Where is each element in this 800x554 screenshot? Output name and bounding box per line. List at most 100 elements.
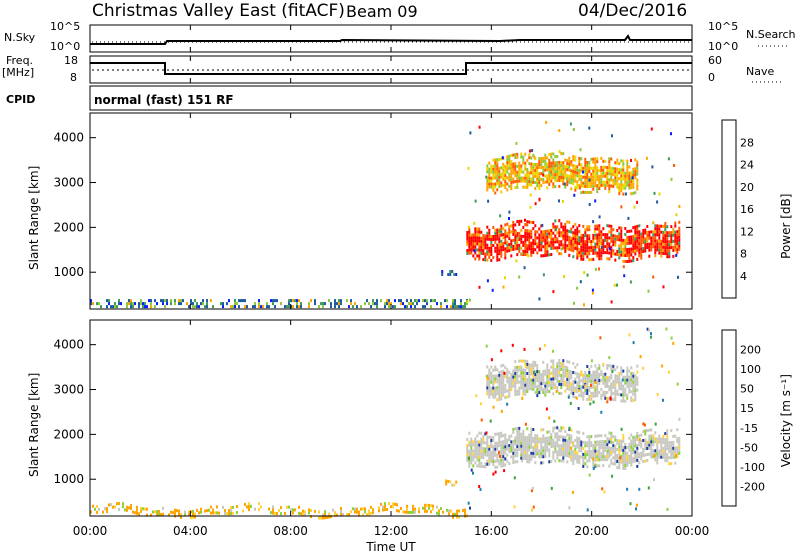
- cell: [232, 505, 234, 509]
- cell: [514, 375, 517, 379]
- cell: [620, 168, 623, 172]
- cell: [588, 459, 591, 463]
- cell: [648, 437, 651, 441]
- cell: [562, 182, 565, 186]
- cell: [500, 251, 503, 255]
- cell: [636, 503, 638, 507]
- cell: [212, 305, 214, 309]
- cell: [528, 460, 531, 464]
- cell: [624, 251, 627, 254]
- cell: [536, 364, 539, 368]
- cell: [482, 438, 485, 442]
- cell: [678, 204, 681, 208]
- cell: [534, 230, 537, 234]
- cell: [320, 516, 322, 520]
- velocity-ylabel: Slant Range [km]: [27, 373, 41, 477]
- cell: [388, 305, 390, 309]
- cell: [504, 445, 507, 449]
- y-tick-label: 4000: [53, 338, 84, 352]
- cell: [516, 173, 519, 177]
- cell: [524, 173, 527, 177]
- cell: [112, 305, 114, 309]
- cell: [576, 253, 579, 257]
- cell: [472, 254, 475, 258]
- cell: [479, 488, 482, 491]
- cell: [594, 166, 597, 170]
- cell: [486, 246, 489, 250]
- cell: [542, 239, 545, 243]
- cell: [206, 299, 208, 303]
- cell: [614, 176, 617, 180]
- cell: [596, 166, 599, 170]
- cell: [640, 247, 643, 251]
- cell: [568, 220, 571, 224]
- cell: [572, 170, 575, 173]
- cell: [630, 384, 633, 388]
- cell: [574, 380, 577, 384]
- cell: [528, 363, 531, 367]
- cell: [674, 230, 677, 234]
- cell: [568, 168, 571, 172]
- cell: [594, 236, 597, 240]
- cell: [580, 370, 583, 374]
- cell: [534, 370, 537, 373]
- cell: [466, 438, 469, 441]
- cell: [520, 170, 523, 174]
- cell: [558, 429, 561, 433]
- cell: [554, 441, 557, 445]
- cell: [554, 459, 557, 463]
- cell: [608, 187, 611, 191]
- cell: [602, 372, 605, 376]
- cell: [140, 506, 142, 510]
- cell: [600, 440, 603, 444]
- cell: [624, 254, 627, 257]
- cell: [502, 168, 505, 172]
- cell: [494, 173, 497, 177]
- cell: [314, 509, 316, 513]
- cell: [610, 431, 613, 435]
- cell: [634, 252, 637, 256]
- cell: [484, 441, 487, 445]
- cell: [596, 187, 599, 191]
- cell: [554, 167, 557, 171]
- cell: [540, 452, 543, 456]
- cell: [346, 299, 348, 303]
- cell: [482, 453, 485, 457]
- cell: [564, 228, 567, 232]
- cell: [586, 374, 589, 377]
- cell: [654, 251, 657, 255]
- cell: [564, 170, 567, 174]
- cell: [314, 302, 316, 306]
- cell: [528, 229, 531, 233]
- cell: [502, 381, 505, 385]
- cell: [404, 305, 406, 309]
- cell: [676, 437, 679, 441]
- cell: [274, 299, 276, 303]
- cell: [588, 170, 591, 173]
- cell: [518, 368, 521, 372]
- cell: [498, 432, 501, 436]
- cell: [676, 452, 679, 456]
- cell: [554, 377, 557, 381]
- cell: [584, 441, 587, 445]
- cell: [662, 239, 665, 243]
- cell: [170, 510, 172, 514]
- cell: [571, 490, 574, 494]
- cell: [488, 371, 491, 375]
- cell: [534, 376, 537, 379]
- cell: [508, 379, 511, 383]
- cell: [580, 184, 583, 188]
- cell: [492, 405, 495, 409]
- cell: [360, 507, 362, 511]
- cell: [616, 442, 619, 445]
- cell: [488, 380, 491, 384]
- cell: [593, 230, 596, 234]
- cell: [486, 441, 489, 445]
- cell: [514, 460, 517, 464]
- cell: [520, 167, 523, 171]
- cell: [504, 223, 507, 227]
- cell: [584, 178, 587, 182]
- cell: [578, 239, 581, 243]
- cell: [604, 378, 607, 382]
- cell: [140, 299, 142, 303]
